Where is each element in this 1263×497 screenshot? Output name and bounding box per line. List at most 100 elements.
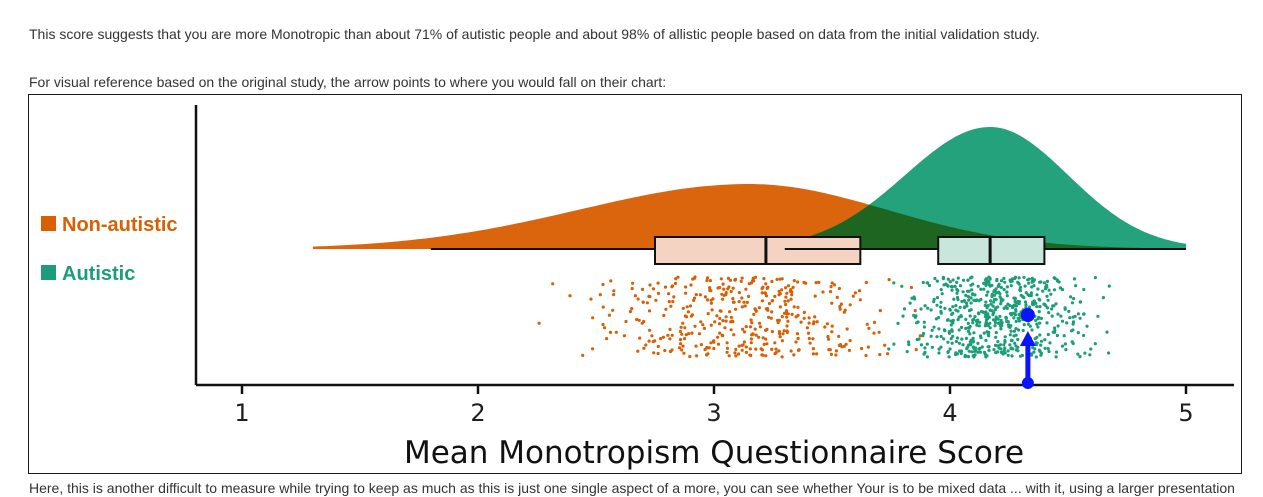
point-non-autistic-84 [684,285,688,289]
point-autistic-172 [994,331,998,335]
point-autistic-482 [995,277,999,282]
point-autistic-352 [976,284,980,288]
point-autistic-151 [892,342,896,346]
point-autistic-295 [1065,321,1069,325]
point-autistic-450 [1003,280,1007,284]
point-non-autistic-331 [860,346,864,351]
point-autistic-388 [1030,352,1034,356]
point-non-autistic-100 [750,321,754,325]
point-autistic-362 [989,302,993,306]
point-non-autistic-183 [802,310,807,314]
point-autistic-273 [1047,288,1051,292]
point-autistic-244 [961,343,965,347]
point-non-autistic-123 [706,298,710,302]
point-non-autistic-75 [740,296,744,300]
point-autistic-318 [1014,319,1018,323]
point-non-autistic-221 [784,295,788,299]
point-autistic-587 [1051,330,1055,334]
point-autistic-109 [970,350,974,354]
point-autistic-399 [935,296,940,300]
point-non-autistic-203 [729,289,733,294]
point-non-autistic-357 [672,295,676,299]
point-autistic-525 [1001,352,1005,356]
point-autistic-356 [964,293,968,297]
point-non-autistic-252 [778,332,782,336]
point-autistic-523 [997,321,1002,325]
point-autistic-505 [994,315,998,319]
point-non-autistic-50 [568,294,572,298]
point-non-autistic-302 [751,276,755,280]
point-autistic-443 [1009,313,1014,317]
point-autistic-173 [907,343,911,347]
point-autistic-339 [1012,316,1016,320]
point-non-autistic-89 [786,299,790,303]
point-non-autistic-312 [664,307,668,311]
point-autistic-303 [940,292,944,296]
point-non-autistic-402 [744,345,748,349]
point-autistic-298 [965,301,969,305]
point-non-autistic-152 [721,282,725,286]
point-non-autistic-256 [608,330,613,334]
point-autistic-454 [954,351,958,355]
point-autistic-562 [998,295,1002,299]
point-autistic-410 [907,340,911,344]
point-autistic-353 [977,324,982,328]
point-non-autistic-41 [748,347,752,351]
point-autistic-345 [988,326,992,330]
point-non-autistic-305 [754,333,758,337]
point-autistic-469 [972,331,976,335]
point-non-autistic-76 [853,291,858,295]
point-autistic-517 [1042,302,1046,306]
point-non-autistic-358 [757,335,761,339]
point-non-autistic-211 [740,276,744,280]
point-autistic-112 [1013,341,1017,345]
point-non-autistic-406 [712,340,716,344]
score-marker [1019,308,1036,389]
point-autistic-38 [1027,305,1032,309]
point-autistic-468 [1093,342,1097,346]
point-non-autistic-336 [802,280,806,284]
point-autistic-616 [1017,282,1021,286]
point-autistic-167 [1105,330,1109,334]
point-autistic-9 [1023,300,1028,304]
point-autistic-143 [1006,349,1010,353]
point-autistic-176 [991,304,995,308]
point-autistic-591 [921,280,925,285]
point-non-autistic-10 [769,316,773,320]
point-non-autistic-314 [679,325,683,329]
point-autistic-41 [1082,333,1086,338]
point-autistic-64 [1052,288,1057,292]
point-non-autistic-131 [780,355,784,359]
point-non-autistic-332 [724,293,728,297]
legend-label-autistic: Autistic [62,263,135,285]
point-non-autistic-401 [705,346,709,350]
points-layer [537,275,1111,359]
point-non-autistic-90 [813,315,817,319]
point-autistic-447 [973,293,977,297]
point-non-autistic-204 [701,323,705,327]
point-autistic-516 [1030,302,1035,306]
point-non-autistic-43 [708,286,712,290]
point-autistic-216 [929,308,933,312]
point-autistic-416 [996,340,1000,344]
point-non-autistic-27 [663,348,667,353]
point-non-autistic-339 [640,321,644,325]
point-non-autistic-300 [731,286,735,290]
point-autistic-62 [1063,342,1067,346]
point-non-autistic-308 [760,353,764,357]
point-autistic-231 [887,347,891,351]
point-non-autistic-63 [674,277,678,281]
point-non-autistic-143 [789,297,793,301]
point-non-autistic-182 [710,308,714,312]
point-non-autistic-124 [648,328,652,332]
point-autistic-615 [916,320,920,324]
point-non-autistic-214 [872,331,876,335]
density-layer [312,127,1186,249]
point-non-autistic-294 [811,352,816,356]
point-autistic-539 [982,281,986,285]
point-autistic-435 [1045,321,1049,325]
point-autistic-548 [984,280,988,284]
point-autistic-307 [1054,350,1059,354]
point-autistic-475 [1004,304,1008,309]
point-non-autistic-110 [851,294,855,298]
